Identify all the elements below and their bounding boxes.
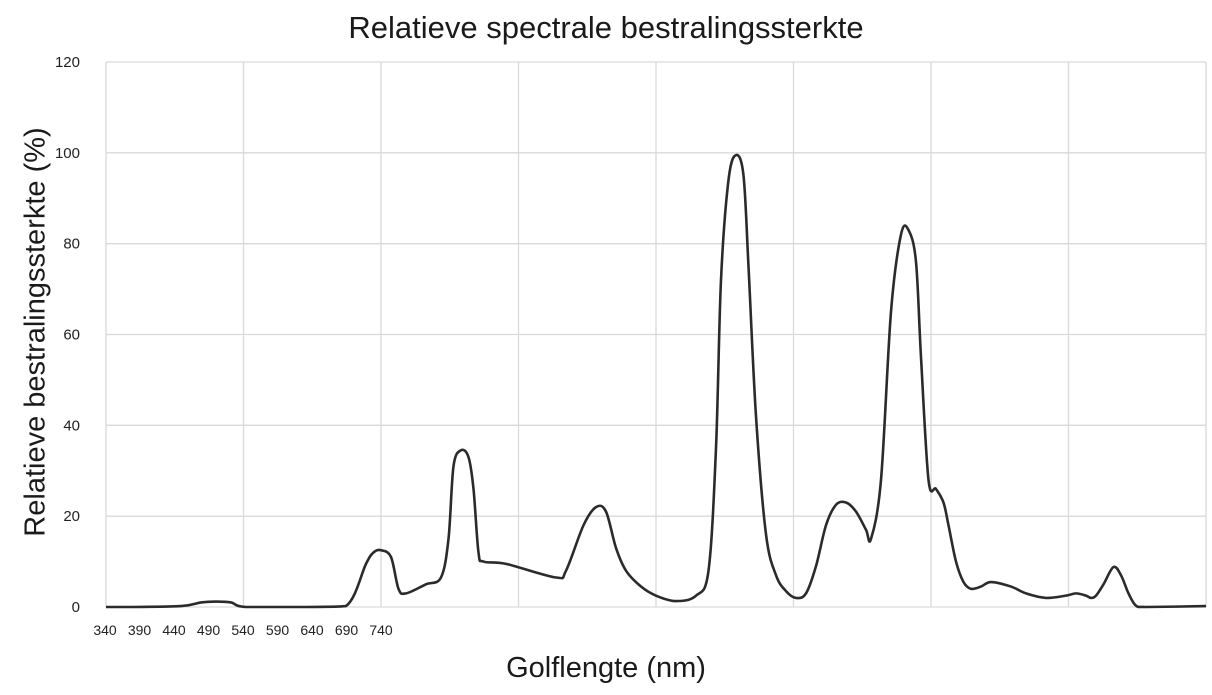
- horizontal-gridlines: [106, 61, 1206, 608]
- x-tick-label: 690: [335, 622, 359, 638]
- x-tick-label: 490: [197, 622, 221, 638]
- y-tick-label: 100: [55, 145, 80, 162]
- x-tick-label: 540: [231, 622, 255, 638]
- y-tick-label: 20: [63, 508, 80, 525]
- x-tick-label: 590: [266, 622, 290, 638]
- x-tick-label: 340: [93, 622, 117, 638]
- x-tick-label: 640: [300, 622, 324, 638]
- y-tick-label: 120: [55, 54, 80, 71]
- y-tick-label: 0: [72, 599, 80, 616]
- x-axis-ticks: 340 390 440 490 540 590 640 690 740: [93, 622, 393, 638]
- series-line: [105, 153, 1207, 609]
- x-tick-label: 740: [369, 622, 393, 638]
- y-tick-label: 60: [63, 327, 80, 344]
- y-axis-ticks: 0 20 40 60 80 100 120: [55, 54, 80, 616]
- y-tick-label: 40: [63, 417, 80, 434]
- x-tick-label: 440: [162, 622, 186, 638]
- chart-title: Relatieve spectrale bestralingssterkte: [348, 10, 864, 45]
- x-axis-label: Golflengte (nm): [506, 652, 706, 684]
- x-tick-label: 390: [128, 622, 152, 638]
- y-tick-label: 80: [63, 236, 80, 253]
